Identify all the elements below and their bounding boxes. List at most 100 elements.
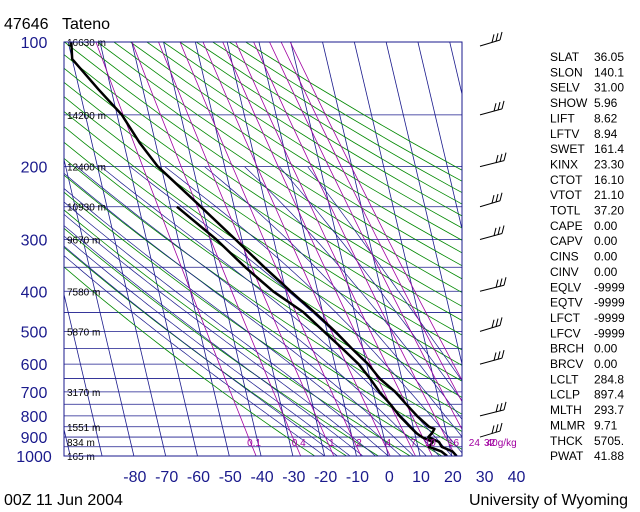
index-label: MLMR <box>550 418 586 432</box>
index-value: 161.4 <box>594 142 624 156</box>
moist-adiabat <box>76 166 427 456</box>
wind-barb <box>479 225 505 241</box>
isotherm <box>99 42 198 456</box>
temperature-tick-label: -80 <box>123 469 146 486</box>
index-label: EQTV <box>550 296 583 310</box>
dry-adiabat <box>64 54 462 321</box>
dry-adiabat <box>64 174 462 450</box>
temperature-tick-label: 0 <box>385 469 394 486</box>
stability-indices: SLAT 36.05 SLON 140.1 SELV 31.00 SHOW 5.96 LIFT 8… <box>550 50 625 463</box>
wind-barbs <box>479 31 507 438</box>
mixing-ratio-line <box>269 42 462 431</box>
index-value: 21.10 <box>594 188 624 202</box>
index-label: CAPV <box>550 234 583 248</box>
index-value: 41.88 <box>594 449 624 463</box>
isotherm <box>226 42 326 456</box>
wind-barb <box>479 100 505 116</box>
index-value: 5.96 <box>594 96 618 110</box>
height-label: 165 m <box>67 452 95 463</box>
isotherm <box>290 42 389 456</box>
temperature-tick-label: -30 <box>282 469 305 486</box>
isotherm <box>353 42 453 456</box>
index-value: 36.05 <box>594 50 624 64</box>
dry-adiabat <box>64 81 462 351</box>
height-label: 12400 m <box>67 163 106 174</box>
pressure-tick-label: 900 <box>21 430 48 447</box>
station-id: 47646 <box>4 16 49 33</box>
moist-adiabat <box>100 166 440 456</box>
dry-adiabat <box>64 67 462 336</box>
index-label: LCLT <box>550 372 579 386</box>
moist-adiabat <box>64 245 338 456</box>
dry-adiabat <box>179 42 462 217</box>
mixing-ratio-line <box>202 42 391 456</box>
pressure-tick-label: 800 <box>21 409 48 426</box>
dry-adiabat <box>163 42 462 229</box>
temperature-tick-label: -40 <box>251 469 274 486</box>
index-value: 8.62 <box>594 111 618 125</box>
pressure-tick-label: 1000 <box>16 449 52 466</box>
index-label: PWAT <box>550 449 584 463</box>
dry-adiabat <box>113 42 462 267</box>
mixing-ratio-label: 4 <box>385 438 391 449</box>
index-label: LIFT <box>550 111 575 125</box>
pressure-tick-label: 600 <box>21 357 48 374</box>
dry-adiabat <box>97 42 462 280</box>
temperature-tick-label: 30 <box>476 469 494 486</box>
moist-adiabat <box>64 172 414 456</box>
index-value: -9999 <box>594 296 625 310</box>
mixing-ratio-line <box>158 42 335 456</box>
wind-barb <box>479 31 503 47</box>
temperature-tick-label: 10 <box>412 469 430 486</box>
dry-adiabat <box>146 42 462 241</box>
temperature-tick-label: -10 <box>346 469 369 486</box>
isotherm <box>0 42 7 456</box>
index-value: 16.10 <box>594 173 624 187</box>
moist-adiabat <box>64 201 389 456</box>
index-label: LFTV <box>550 127 579 141</box>
pressure-tick-label: 400 <box>21 284 48 301</box>
temperature-tick-label: -50 <box>219 469 242 486</box>
mixing-ratio-label: 32 <box>484 438 496 449</box>
temperature-tick-label: -20 <box>314 469 337 486</box>
index-value: 0.00 <box>594 342 618 356</box>
index-label: THCK <box>550 434 583 448</box>
temperature-tick-label: 20 <box>444 469 462 486</box>
moist-adiabat <box>64 255 325 456</box>
height-label: 14200 m <box>67 111 106 122</box>
index-value: 140.1 <box>594 65 624 79</box>
temperature-tick-label: -60 <box>187 469 210 486</box>
mixing-ratio-label: 2 <box>356 438 362 449</box>
dry-adiabat <box>130 42 462 254</box>
mixing-ratio-label: 24 <box>469 438 481 449</box>
index-value: 23.30 <box>594 157 624 171</box>
temperature-tick-label: -70 <box>155 469 178 486</box>
index-label: SLON <box>550 65 583 79</box>
height-label: 834 m <box>67 438 95 449</box>
index-value: -9999 <box>594 280 625 294</box>
dry-adiabat <box>80 42 462 293</box>
temperature-line <box>70 42 458 456</box>
height-label: 1551 m <box>67 423 100 434</box>
index-value: -9999 <box>594 326 625 340</box>
wind-barb <box>479 422 503 438</box>
moist-adiabat <box>64 188 402 456</box>
wind-barb <box>479 401 507 417</box>
moist-adiabat <box>307 166 462 382</box>
wind-barb <box>479 152 507 168</box>
index-label: SHOW <box>550 96 588 110</box>
moist-adiabat <box>64 213 376 456</box>
dry-adiabat <box>64 227 379 456</box>
mixing-ratio-line <box>131 42 302 456</box>
mixing-ratio-line <box>95 42 257 456</box>
index-label: EQLV <box>550 280 581 294</box>
mixing-ratio-label: 1 <box>329 438 335 449</box>
mixing-ratio-label: 40g/kg <box>487 438 517 449</box>
index-label: BRCH <box>550 342 584 356</box>
dry-adiabat <box>64 96 462 366</box>
moist-adiabat <box>204 166 462 438</box>
index-value: 0.00 <box>594 234 618 248</box>
index-label: CINV <box>550 265 579 279</box>
